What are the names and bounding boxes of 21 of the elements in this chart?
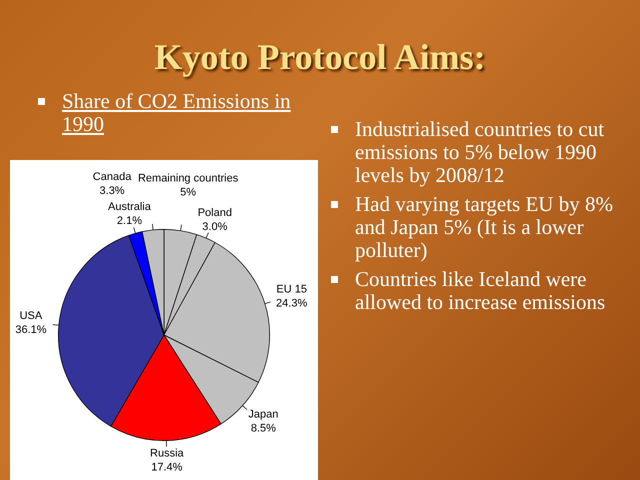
text: Countries like Iceland were allowed to increase emissions — [355, 267, 606, 314]
slice-label: Canada — [92, 171, 132, 184]
chart-subtitle: Share of CO2 Emissions in 1990 — [62, 89, 291, 136]
data-label: 5% — [180, 186, 196, 198]
slice-label: EU 15 — [276, 284, 307, 296]
chart-title: Kyoto Protocol Aims: — [153, 36, 487, 78]
data-label: 3.3% — [100, 185, 125, 198]
slice-label: Poland — [198, 206, 232, 219]
data-label: 2.1% — [116, 215, 142, 228]
slice-label: Japan — [248, 408, 278, 421]
text: Industrialised countries to cut emissions to 5% below 1990 levels by 2008/12 — [355, 117, 606, 187]
slice-label: Remaining countries — [138, 172, 239, 184]
data-label: 8.5% — [250, 422, 276, 435]
data-label: 17.4% — [151, 462, 183, 474]
data-label: 3.0% — [202, 220, 228, 233]
text: Had varying targets EU by 8% and Japan 5% (It is a lower polluter) — [355, 192, 614, 262]
slice-label: USA — [20, 310, 43, 322]
data-label: 24.3% — [276, 298, 308, 310]
data-label: 36.1% — [15, 324, 47, 336]
slice-label: Australia — [108, 201, 152, 214]
slice-label: Russia — [150, 448, 185, 460]
